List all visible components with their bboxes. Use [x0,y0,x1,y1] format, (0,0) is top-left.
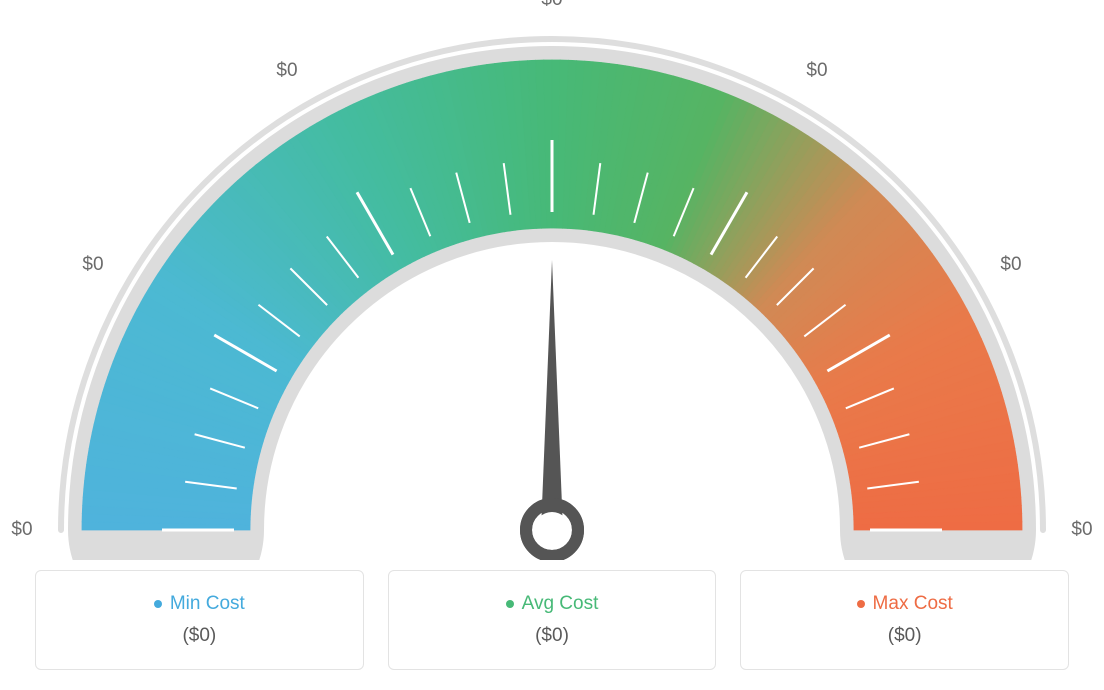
cost-gauge-widget: $0 $0 $0 $0 $0 $0 $0 Min Cost ($0) Avg Cost ($… [0,0,1104,690]
gauge-chart: $0 $0 $0 $0 $0 $0 $0 [0,0,1104,560]
legend-dot-avg [506,600,514,608]
gauge-tick-label: $0 [1071,519,1092,541]
legend-value-avg: ($0) [535,625,569,647]
legend-value-min: ($0) [182,625,216,647]
gauge-tick-label: $0 [541,0,562,11]
legend-label-avg: Avg Cost [522,593,599,615]
gauge-tick-label: $0 [1000,254,1021,276]
gauge-tick-label: $0 [276,60,297,82]
legend-title-max: Max Cost [857,593,953,615]
legend-title-avg: Avg Cost [506,593,599,615]
legend: Min Cost ($0) Avg Cost ($0) Max Cost ($0… [35,570,1069,670]
legend-box-avg: Avg Cost ($0) [388,570,717,670]
legend-box-min: Min Cost ($0) [35,570,364,670]
legend-label-max: Max Cost [873,593,953,615]
legend-dot-min [154,600,162,608]
gauge-tick-label: $0 [11,519,32,541]
gauge-tick-label: $0 [82,254,103,276]
legend-dot-max [857,600,865,608]
gauge-svg [0,0,1104,560]
legend-title-min: Min Cost [154,593,245,615]
gauge-tick-label: $0 [806,60,827,82]
legend-box-max: Max Cost ($0) [740,570,1069,670]
legend-value-max: ($0) [888,625,922,647]
legend-label-min: Min Cost [170,593,245,615]
